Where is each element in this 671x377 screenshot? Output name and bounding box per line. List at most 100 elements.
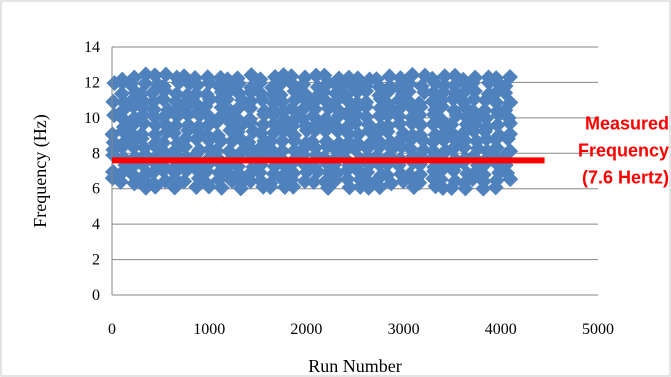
data-point-422	[415, 142, 432, 159]
data-point-425	[412, 116, 429, 133]
data-point-540	[502, 143, 519, 160]
data-point-115	[191, 142, 208, 159]
y-tick-label-6: 6	[92, 181, 100, 198]
data-point-460	[436, 77, 453, 94]
annotation-line-1: Frequency	[578, 140, 669, 160]
data-point-192	[241, 111, 258, 128]
data-point-316	[339, 171, 356, 188]
data-point-448	[432, 171, 449, 188]
data-point-245	[285, 165, 302, 182]
data-point-428	[411, 95, 428, 112]
data-point-257	[283, 68, 300, 85]
data-point-109	[176, 68, 193, 85]
y-axis-label: Frequency (Hz)	[30, 114, 51, 227]
data-point-417	[404, 66, 421, 83]
annotation-line-0: Measured	[585, 113, 669, 133]
data-point-181	[230, 85, 247, 102]
data-point-376	[379, 167, 396, 184]
data-point-549	[501, 68, 518, 85]
data-point-382	[380, 117, 397, 134]
data-point-285	[308, 67, 325, 84]
data-point-233	[274, 142, 291, 159]
data-point-405	[401, 166, 418, 183]
data-point-139	[199, 69, 216, 86]
data-point-529	[489, 117, 506, 134]
data-point-354	[358, 108, 375, 125]
y-tick-label-10: 10	[84, 110, 100, 127]
data-point-234	[274, 133, 291, 150]
y-tick-label-0: 0	[92, 287, 100, 304]
x-tick-label-4000: 4000	[485, 321, 517, 338]
data-point-36	[126, 69, 143, 86]
data-point-484	[455, 124, 472, 141]
data-point-356	[358, 94, 375, 111]
x-axis-label: Run Number	[308, 356, 402, 376]
data-point-461	[436, 68, 453, 85]
y-tick-label-14: 14	[84, 39, 100, 56]
axes-layer	[111, 47, 598, 296]
data-point-314	[331, 70, 348, 87]
x-tick-label-2000: 2000	[290, 321, 322, 338]
data-point-53	[145, 175, 162, 192]
data-point-96	[176, 173, 193, 190]
data-point-545	[497, 102, 514, 119]
data-point-50	[137, 75, 154, 92]
data-point-388	[381, 68, 398, 85]
data-point-501	[465, 103, 482, 120]
data-point-79	[155, 78, 172, 95]
data-point-132	[199, 126, 216, 143]
data-point-266	[294, 110, 311, 127]
data-point-385	[379, 95, 396, 112]
data-point-7	[105, 93, 122, 110]
data-point-1	[105, 163, 122, 180]
data-point-51	[137, 66, 154, 83]
data-point-424	[412, 127, 429, 144]
data-point-206	[255, 116, 272, 133]
x-tick-label-5000: 5000	[582, 321, 614, 338]
data-point-137	[198, 86, 215, 103]
data-point-277	[304, 133, 321, 150]
x-tick-label-0: 0	[108, 321, 116, 338]
data-point-20	[114, 85, 131, 102]
data-point-118	[190, 118, 207, 135]
data-point-300	[316, 67, 333, 84]
data-point-240	[272, 86, 289, 103]
data-point-250	[286, 127, 303, 144]
y-tick-label-4: 4	[92, 216, 100, 233]
data-point-212	[252, 71, 269, 88]
y-tick-label-2: 2	[92, 252, 100, 269]
data-point-374	[368, 71, 385, 88]
data-point-103	[180, 117, 197, 134]
data-point-446	[424, 70, 441, 87]
data-point-22	[114, 71, 131, 88]
data-point-10	[113, 164, 130, 181]
text-layer: 0 2 4 6 8 10 12 14 0 1000 2000 3000 4000 5000 Run Numb…	[30, 39, 669, 376]
data-point-311	[327, 93, 344, 110]
annotation-line-2: (7.6 Hertz)	[582, 167, 669, 187]
data-point-194	[242, 93, 259, 110]
data-point-505	[467, 69, 484, 86]
data-point-189	[240, 134, 257, 151]
data-point-387	[381, 78, 398, 95]
data-point-271	[297, 69, 314, 86]
data-point-472	[446, 102, 463, 119]
data-point-124	[186, 70, 203, 87]
data-point-126	[198, 175, 215, 192]
data-point-210	[252, 85, 269, 102]
data-point-147	[209, 127, 226, 144]
data-point-44	[133, 126, 150, 143]
y-tick-label-12: 12	[84, 74, 100, 91]
data-point-367	[368, 125, 385, 142]
data-point-508	[475, 166, 492, 183]
data-point-535	[488, 70, 505, 87]
data-point-516	[476, 102, 493, 119]
data-point-93	[168, 86, 185, 103]
x-tick-label-1000: 1000	[193, 321, 225, 338]
y-tick-label-8: 8	[92, 145, 100, 162]
data-point-66	[146, 67, 163, 84]
data-point-183	[229, 70, 246, 87]
data-point-532	[488, 94, 505, 111]
data-point-178	[229, 110, 246, 127]
